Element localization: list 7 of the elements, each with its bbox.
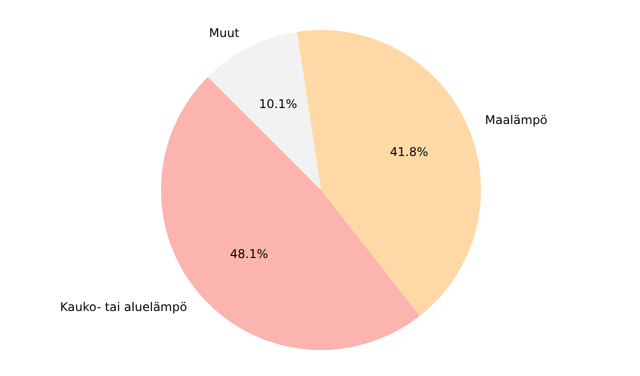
slice-label: Maalämpö: [485, 113, 548, 127]
data-label: 41.8%: [390, 145, 428, 159]
data-label: 10.1%: [259, 97, 298, 111]
slice-label: Kauko- tai aluelämpö: [60, 300, 188, 314]
pie-slice: [296, 30, 481, 316]
slice-label: Muut: [209, 26, 240, 40]
data-label: 48.1%: [230, 247, 268, 261]
